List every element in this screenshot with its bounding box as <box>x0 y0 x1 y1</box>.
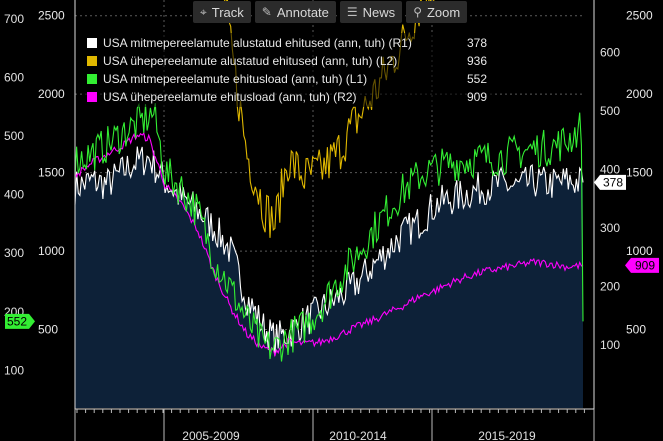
axis-tick-label: 300 <box>600 221 620 235</box>
area-fill <box>75 146 583 408</box>
x-axis: 2005-2009 2010-2014 2015-2019 <box>74 408 595 441</box>
axis-tick-label: 1500 <box>626 166 653 180</box>
x-period-label: 2010-2014 <box>329 429 387 441</box>
newspaper-icon: ☰ <box>346 5 358 19</box>
legend-item: USA ühepereelamute ehitusload (ann, tuh)… <box>83 88 493 106</box>
axis-tick-label: 1000 <box>38 244 65 258</box>
crosshair-icon: ⌖ <box>200 4 207 19</box>
zoom-button[interactable]: ⚲ Zoom <box>406 1 468 23</box>
annotate-label: Annotate <box>276 4 329 20</box>
axis-tick-label: 100 <box>600 338 620 352</box>
axis-tick-label: 200 <box>600 279 620 293</box>
axis-tick-label: 400 <box>600 163 620 177</box>
last-value-text: 552 <box>7 314 27 328</box>
axis-tick-label: 1500 <box>38 166 65 180</box>
x-period-label: 2005-2009 <box>182 429 240 441</box>
legend-swatch <box>87 92 97 102</box>
axis-tick-label: 2000 <box>38 87 65 101</box>
last-value-badge <box>594 174 626 190</box>
last-value-labels: 378909552936 <box>5 174 659 329</box>
legend-swatch <box>87 38 97 48</box>
axis-tick-label: 400 <box>4 188 24 202</box>
legend-value: 378 <box>466 36 487 50</box>
legend-value: 552 <box>466 72 487 86</box>
axis-tick-label: 500 <box>626 323 646 337</box>
legend-label: USA mitmepereelamute ehitusload (ann, tu… <box>103 72 368 86</box>
legend-swatch <box>87 74 97 84</box>
axis-tick-label: 2500 <box>38 9 65 23</box>
legend: USA mitmepereelamute alustatud ehitused … <box>83 33 493 107</box>
series-line <box>74 102 584 362</box>
last-value-badge <box>625 257 659 273</box>
axis-tick-label: 500 <box>38 323 58 337</box>
axis-tick-label: 700 <box>4 12 24 26</box>
axis-tick-label: 1000 <box>626 244 653 258</box>
pencil-icon: ✎ <box>261 5 272 19</box>
legend-item: USA ühepereelamute alustatud ehitused (a… <box>83 52 493 70</box>
axis-tick-label: 100 <box>4 363 24 377</box>
legend-item: USA mitmepereelamute alustatud ehitused … <box>83 34 493 52</box>
series-lines <box>74 0 584 362</box>
zoom-label: Zoom <box>426 4 461 20</box>
news-label: News <box>362 4 396 20</box>
last-value-text: 909 <box>635 258 655 272</box>
track-button[interactable]: ⌖ Track <box>193 1 251 23</box>
legend-swatch <box>87 56 97 66</box>
axis-tick-label: 500 <box>600 104 620 118</box>
axis-tick-label: 600 <box>4 70 24 84</box>
series-line <box>74 146 584 356</box>
annotate-button[interactable]: ✎ Annotate <box>254 1 336 23</box>
axis-tick-label: 600 <box>600 46 620 60</box>
chart-toolbar: ⌖ Track ✎ Annotate ☰ News ⚲ Zoom <box>193 0 468 24</box>
axis-tick-label: 500 <box>4 129 24 143</box>
series-line <box>223 0 435 238</box>
legend-label: USA mitmepereelamute alustatud ehitused … <box>103 36 412 50</box>
legend-label: USA ühepereelamute ehitusload (ann, tuh)… <box>103 90 357 104</box>
x-period-label: 2015-2019 <box>478 429 536 441</box>
legend-label: USA ühepereelamute alustatud ehitused (a… <box>103 54 398 68</box>
axis-tick-label: 2500 <box>626 9 653 23</box>
series-line <box>74 132 584 358</box>
axis-tick-label: 2000 <box>626 87 653 101</box>
axis-tick-label: 300 <box>4 246 24 260</box>
legend-value: 936 <box>466 54 487 68</box>
legend-value: 909 <box>466 90 487 104</box>
track-label: Track <box>211 4 244 20</box>
magnifier-icon: ⚲ <box>413 5 422 19</box>
news-button[interactable]: ☰ News <box>339 1 403 23</box>
last-value-badge <box>5 313 35 329</box>
last-value-text: 378 <box>603 175 623 189</box>
legend-item: USA mitmepereelamute ehitusload (ann, tu… <box>83 70 493 88</box>
